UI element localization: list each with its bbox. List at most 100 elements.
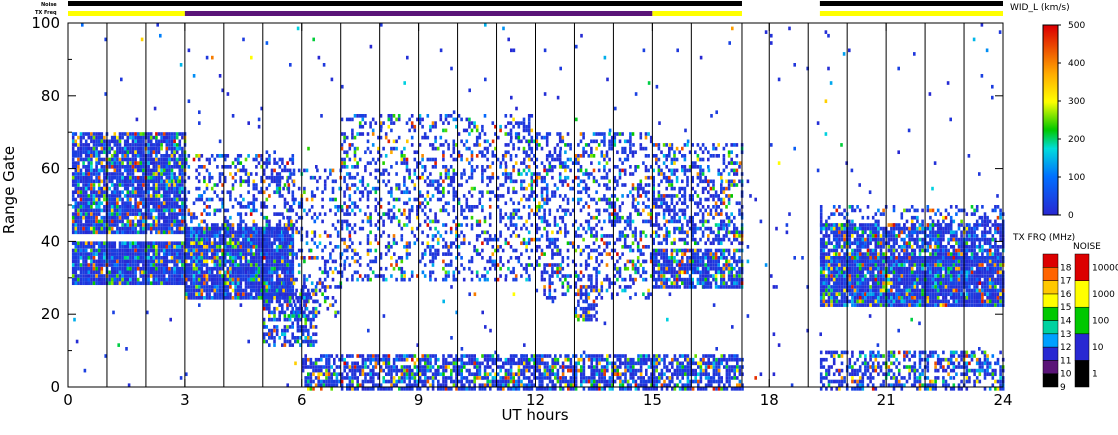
scatter-cell [429,219,432,224]
scatter-cell [491,121,495,125]
scatter-cell [494,266,497,271]
scatter-cell [644,154,648,158]
scatter-cell [447,212,450,216]
scatter-cell [323,277,327,282]
scatter-cell [431,219,435,224]
scatter-cell [600,259,604,264]
scatter-cell [155,190,158,195]
scatter-cell [475,223,479,227]
scatter-cell [597,183,601,187]
scatter-cell [569,146,572,151]
scatter-cell [283,332,287,337]
scatter-cell [275,161,279,165]
scatter-cell [100,190,104,195]
scatter-cell [236,274,240,278]
scatter-cell [571,197,575,202]
scatter-cell [168,241,171,246]
scatter-cell [582,172,585,176]
scatter-cell [538,263,541,267]
scatter-cell [95,259,98,264]
scatter-cell [535,146,539,151]
scatter-cell [345,226,349,231]
scatter-cell [200,281,204,286]
scatter-cell [608,201,611,206]
scatter-cell [203,241,206,246]
scatter-cell [358,208,362,213]
scatter-cell [512,186,515,191]
scatter-cell [574,234,578,238]
scatter-cell [525,128,528,133]
scatter-cell [543,277,546,282]
scatter-cell [265,299,268,304]
scatter-cell [374,274,378,278]
scatter-cell [473,143,476,147]
scatter-cell [343,132,346,136]
scatter-cell [136,263,140,267]
scatter-cell [126,132,130,136]
scatter-cell [97,150,101,155]
scatter-cell [608,205,611,209]
scatter-cell [173,274,176,278]
scatter-cell [270,179,274,184]
scatter-cell [77,226,80,231]
scatter-cell [184,256,188,260]
scatter-cell [265,186,269,191]
scatter-cell [364,150,367,155]
scatter-cell [366,241,370,246]
scatter-cell [447,263,450,267]
scatter-cell [249,252,253,256]
scatter-cell [301,328,305,333]
scatter-cell [121,277,124,282]
scatter-cell [173,252,176,256]
scatter-cell [416,208,419,213]
scatter-cell [278,285,281,289]
scatter-cell [184,252,188,256]
scatter-cell [77,212,80,216]
scatter-cell [71,172,75,176]
scatter-cell [316,215,319,220]
scatter-cell [517,234,521,238]
scatter-cell [97,139,101,144]
scatter-cell [126,281,130,286]
scatter-cell [157,168,161,173]
scatter-cell [275,172,279,176]
scatter-cell [168,190,171,195]
scatter-cell [334,245,337,249]
scatter-cell [116,139,119,144]
scatter-cell [229,256,232,260]
scatter-cell [569,212,572,216]
scatter-cell [97,248,101,253]
scatter-cell [314,310,318,315]
scatter-cell [77,186,80,191]
scatter-cell [168,179,171,184]
scatter-cell [213,234,217,238]
scatter-cell [200,274,204,278]
scatter-cell [108,281,111,286]
scatter-cell [431,194,435,198]
scatter-cell [649,215,653,220]
scatter-cell [468,146,471,151]
scatter-cell [103,263,106,267]
scatter-cell [231,277,235,282]
scatter-cell [152,266,156,271]
scatter-cell [265,252,269,256]
scatter-cell [564,168,567,173]
scatter-cell [82,266,85,271]
scatter-cell [170,186,174,191]
scatter-cell [84,146,88,151]
scatter-cell [434,219,437,224]
scatter-cell [223,226,227,231]
scatter-cell [270,277,274,282]
scatter-cell [439,208,443,213]
scatter-cell [82,208,85,213]
scatter-cell [187,292,191,297]
scatter-cell [295,296,298,300]
scatter-cell [639,132,643,136]
scatter-cell [297,201,301,206]
scatter-cell [535,248,539,253]
scatter-cell [74,205,78,209]
scatter-cell [483,237,487,242]
scatter-cell [275,266,279,271]
scatter-cell [623,266,627,271]
scatter-cell [287,314,291,318]
